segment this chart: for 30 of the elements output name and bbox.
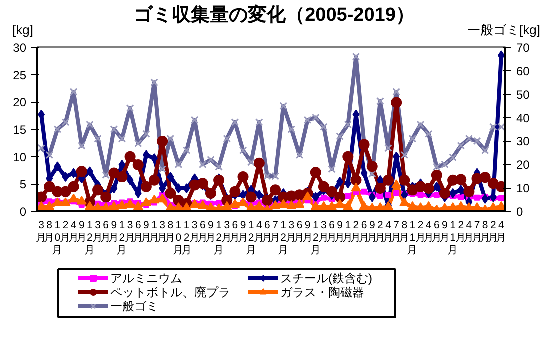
- y-axis-title: [kg]: [12, 22, 34, 38]
- y2-tick-label: 70: [516, 41, 530, 55]
- chart-title: ゴミ収集量の変化（2005-2019）: [134, 4, 415, 26]
- legend-label: ガラス・陶磁器: [280, 286, 364, 300]
- x-tick-label: 7月: [270, 220, 282, 244]
- y2-tick-label: 50: [516, 88, 530, 102]
- y2-tick-label: 10: [516, 182, 530, 196]
- x-tick-label: 9月: [205, 220, 216, 244]
- y-tick-label: 30: [13, 41, 27, 55]
- y2-tick-label: 20: [516, 158, 530, 172]
- legend-label: アルミニウム: [110, 272, 182, 286]
- x-tick-label: 9月: [439, 220, 450, 244]
- y2-axis-title: 一般ゴミ[kg]: [468, 22, 541, 38]
- y-tick-label: 25: [13, 68, 27, 82]
- y2-tick-label: 30: [516, 134, 530, 149]
- x-tick-label: 9月: [76, 220, 88, 244]
- legend-label: 一般ゴミ: [110, 300, 158, 314]
- y2-tick-label: 40: [516, 111, 530, 126]
- x-tick-label: 9月: [302, 220, 314, 244]
- legend-label: ペットボトル、廃プラ: [110, 286, 230, 300]
- y-tick-label: 5: [20, 178, 27, 192]
- y-tick-label: 10: [13, 150, 27, 164]
- y2-tick-label: 0: [516, 205, 524, 219]
- legend-label: スチール(鉄含む): [280, 272, 372, 286]
- y-tick-label: 0: [20, 205, 27, 219]
- y-tick-label: 15: [13, 123, 27, 137]
- y-tick-label: 20: [13, 96, 27, 110]
- x-tick-label: 9月: [238, 220, 249, 244]
- y2-tick-label: 60: [516, 64, 530, 78]
- x-tick-label: 4月: [496, 220, 507, 244]
